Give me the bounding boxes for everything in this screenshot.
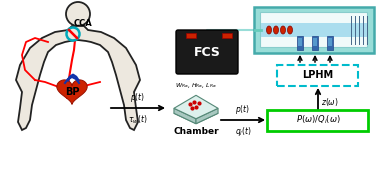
FancyBboxPatch shape xyxy=(186,33,196,38)
FancyBboxPatch shape xyxy=(298,38,302,46)
Text: $\tau_w(t)$: $\tau_w(t)$ xyxy=(128,113,148,125)
FancyBboxPatch shape xyxy=(222,33,232,38)
FancyBboxPatch shape xyxy=(312,36,318,50)
Ellipse shape xyxy=(288,26,293,34)
Text: $q_l(t)$: $q_l(t)$ xyxy=(235,125,251,138)
Text: $P(\omega)/Q_l(\omega)$: $P(\omega)/Q_l(\omega)$ xyxy=(296,114,340,126)
Ellipse shape xyxy=(280,26,285,34)
Text: Chamber: Chamber xyxy=(173,127,219,136)
FancyBboxPatch shape xyxy=(176,30,238,74)
Circle shape xyxy=(66,2,90,26)
Ellipse shape xyxy=(266,26,271,34)
Text: $p(t)$: $p(t)$ xyxy=(130,91,146,104)
Polygon shape xyxy=(16,26,140,130)
Polygon shape xyxy=(174,108,196,124)
Ellipse shape xyxy=(274,26,279,34)
Text: $z(\omega)$: $z(\omega)$ xyxy=(321,96,339,108)
Text: FCS: FCS xyxy=(194,46,220,58)
FancyBboxPatch shape xyxy=(268,109,369,130)
Polygon shape xyxy=(174,95,218,119)
Polygon shape xyxy=(57,80,87,104)
FancyBboxPatch shape xyxy=(313,38,317,46)
FancyBboxPatch shape xyxy=(261,23,367,37)
FancyBboxPatch shape xyxy=(254,7,374,53)
FancyBboxPatch shape xyxy=(328,38,332,46)
FancyBboxPatch shape xyxy=(260,12,367,46)
Text: $W_{Ra}$, $H_{Ra}$, $L_{Ra}$: $W_{Ra}$, $H_{Ra}$, $L_{Ra}$ xyxy=(175,81,217,90)
FancyBboxPatch shape xyxy=(297,36,303,50)
Polygon shape xyxy=(196,108,218,124)
FancyBboxPatch shape xyxy=(277,64,358,86)
FancyBboxPatch shape xyxy=(327,36,333,50)
Text: CCA: CCA xyxy=(74,19,93,28)
Text: LPHM: LPHM xyxy=(302,70,333,80)
Text: BP: BP xyxy=(65,87,79,97)
Polygon shape xyxy=(174,100,218,124)
Text: $p(t)$: $p(t)$ xyxy=(235,103,251,116)
